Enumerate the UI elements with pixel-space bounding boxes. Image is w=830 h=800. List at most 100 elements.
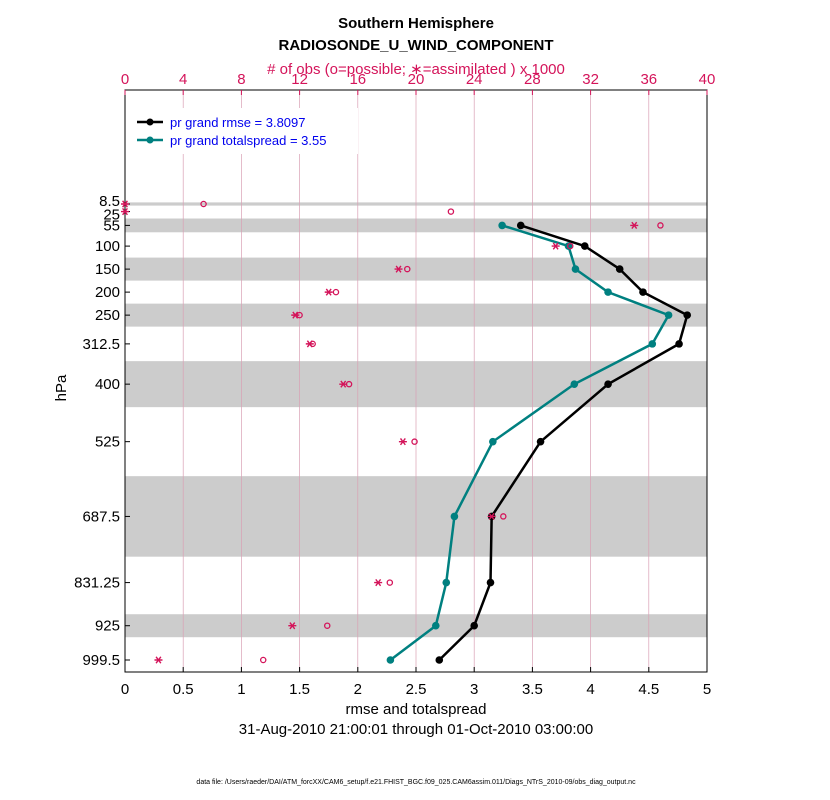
- assimilated-obs-marker-11: [374, 578, 383, 587]
- chart-subtitle: RADIOSONDE_U_WIND_COMPONENT: [278, 37, 553, 54]
- possible-obs-marker-1: [447, 208, 455, 215]
- top-tick-label-10: 40: [699, 71, 716, 88]
- legend-rmse-marker: [146, 118, 154, 126]
- series-1-point-4: [664, 311, 673, 319]
- possible-obs-marker-9: [411, 438, 418, 445]
- series-0-point-1: [580, 242, 589, 250]
- possible-obs-marker-11: [386, 579, 394, 586]
- top-tick-label-4: 16: [349, 71, 366, 88]
- y-axis-label: hPa: [53, 374, 70, 401]
- assimilated-obs-marker-3: [551, 242, 560, 250]
- series-0-point-4: [683, 311, 692, 319]
- series-1-point-9: [442, 578, 451, 587]
- assimilated-obs-marker-4: [394, 265, 403, 273]
- series-1-point-10: [431, 621, 440, 630]
- top-tick-label-7: 28: [524, 71, 541, 88]
- top-tick-label-0: 0: [121, 71, 129, 88]
- top-tick-label-1: 4: [179, 71, 187, 88]
- top-tick-label-2: 8: [237, 71, 245, 88]
- series-0-point-2: [615, 265, 624, 273]
- legend-box: [128, 108, 358, 154]
- x-tick-label-9: 4.5: [638, 681, 659, 698]
- x-tick-label-0: 0: [121, 681, 129, 698]
- x-tick-label-6: 3: [470, 681, 478, 698]
- series-0-point-5: [675, 340, 683, 348]
- legend-spread-text: pr grand totalspread = 3.55: [170, 133, 326, 148]
- assimilated-obs-marker-6: [291, 311, 300, 319]
- series-1-point-6: [570, 380, 579, 388]
- top-axis: 0 4 8 12 16 20 24 28 32 36 40: [121, 71, 716, 95]
- assimilated-obs-marker-9: [398, 438, 407, 446]
- series-0-point-3: [639, 288, 647, 296]
- possible-obs-marker-10: [500, 513, 507, 520]
- series-0-point-11: [435, 656, 444, 664]
- assimilated-obs-marker-7: [305, 340, 314, 348]
- series-1-point-0: [498, 221, 506, 230]
- series-1-point-5: [648, 340, 657, 348]
- obs-count-markers: [121, 200, 664, 664]
- x-tick-label-8: 4: [586, 681, 594, 698]
- y-tick-label-1: 25: [103, 207, 120, 224]
- y-tick-label-5: 200: [95, 284, 120, 301]
- assimilated-obs-marker-8: [339, 380, 348, 388]
- possible-obs-marker-3: [566, 242, 574, 250]
- series-0-point-9: [486, 578, 495, 587]
- series-1-point-7: [489, 437, 497, 446]
- top-tick-label-3: 12: [291, 71, 308, 88]
- date-range-label: 31-Aug-2010 21:00:01 through 01-Oct-2010…: [239, 721, 593, 738]
- y-tick-label-9: 525: [95, 434, 120, 451]
- y-tick-label-2: 55: [103, 217, 120, 234]
- series-0-point-6: [604, 380, 612, 388]
- x-tick-label-4: 2: [354, 681, 362, 698]
- y-tick-label-12: 925: [95, 618, 120, 635]
- assimilated-obs-marker-5: [324, 288, 333, 296]
- x-tick-label-3: 1.5: [289, 681, 310, 698]
- assimilated-obs-marker-13: [154, 656, 163, 664]
- assimilated-obs-marker-1: [121, 207, 129, 216]
- possible-obs-marker-4: [404, 265, 411, 273]
- possible-obs-marker-12: [323, 622, 331, 629]
- top-tick-label-8: 32: [582, 71, 599, 88]
- vertical-gridlines: [182, 90, 650, 672]
- top-tick-label-9: 36: [640, 71, 657, 88]
- y-tick-label-13: 999.5: [82, 652, 120, 669]
- bottom-axis: 0 0.5 1 1.5 2 2.5 3 3.5 4 4.5 5: [121, 667, 711, 698]
- series-0-point-10: [470, 621, 479, 630]
- possible-obs-marker-13: [259, 656, 267, 664]
- x-tick-label-7: 3.5: [522, 681, 543, 698]
- series-0-point-0: [516, 221, 525, 230]
- y-tick-label-4: 150: [95, 261, 120, 278]
- series-line-pr-grand-totalspread: [389, 224, 671, 661]
- series-1-point-1: [564, 242, 573, 250]
- y-tick-label-10: 687.5: [82, 508, 120, 525]
- assimilated-obs-marker-12: [288, 622, 297, 630]
- top-tick-label-5: 20: [408, 71, 425, 88]
- legend: pr grand rmse = 3.8097 pr grand totalspr…: [128, 108, 358, 154]
- legend-rmse-text: pr grand rmse = 3.8097: [170, 115, 306, 130]
- possible-obs-marker-2: [657, 222, 664, 229]
- series-1-point-3: [604, 288, 612, 296]
- x-tick-label-1: 0.5: [173, 681, 194, 698]
- chart-title: Southern Hemisphere: [338, 15, 494, 32]
- assimilated-obs-marker-10: [487, 512, 496, 521]
- top-tick-label-6: 24: [466, 71, 483, 88]
- possible-obs-marker-0: [200, 200, 207, 208]
- legend-spread-marker: [146, 136, 154, 144]
- y-tick-label-0: 8.5: [99, 193, 120, 210]
- assimilated-obs-marker-2: [630, 221, 639, 230]
- data-file-footnote: data file: /Users/raeder/DAI/ATM_forcXX/…: [196, 779, 636, 786]
- x-tick-label-2: 1: [237, 681, 245, 698]
- y-tick-label-7: 312.5: [82, 336, 120, 353]
- possible-obs-marker-5: [332, 288, 340, 296]
- series-0-point-7: [536, 437, 545, 446]
- x-tick-label-10: 5: [703, 681, 711, 698]
- series-lines: [386, 221, 692, 664]
- x-axis-label: rmse and totalspread: [346, 701, 487, 718]
- series-1-point-8: [450, 512, 459, 521]
- series-1-point-11: [386, 656, 395, 664]
- top-axis-label: # of obs (o=possible; ∗=assimilated ) x …: [267, 61, 565, 78]
- series-1-point-2: [571, 265, 580, 273]
- y-tick-label-3: 100: [95, 238, 120, 255]
